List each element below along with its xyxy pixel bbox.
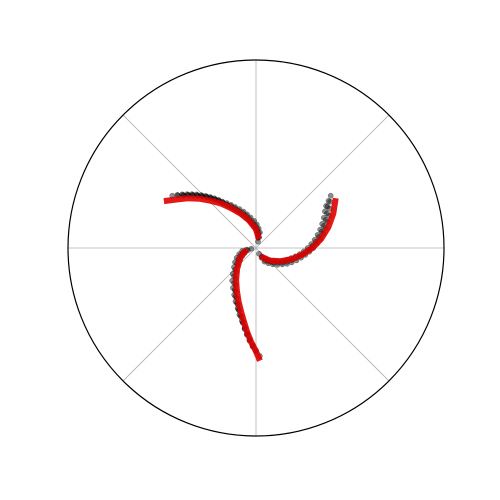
data-point (248, 245, 255, 252)
data-point (327, 192, 334, 199)
data-point (324, 203, 331, 210)
spiral-arm-right (259, 197, 339, 265)
data-point (322, 208, 328, 215)
data-point (325, 198, 332, 204)
gridline-135deg (122, 114, 257, 249)
gridline-315deg (255, 247, 390, 382)
angular-gridlines (68, 60, 444, 436)
data-point (324, 210, 330, 217)
spiral-arm-lower (233, 247, 263, 362)
data-point (317, 226, 324, 233)
data-point (323, 203, 329, 209)
gridline-45deg (255, 114, 390, 249)
polar-frame-circle (67, 59, 445, 437)
spiral-arm-upper-left (163, 195, 262, 240)
scatter-points (169, 191, 334, 359)
spiral-arms (163, 195, 339, 362)
data-point (320, 214, 327, 221)
data-point (319, 221, 326, 227)
